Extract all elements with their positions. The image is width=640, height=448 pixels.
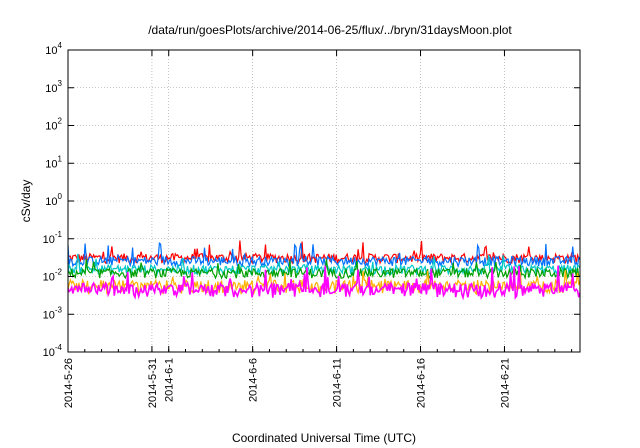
x-tick-label: 2014-6-11: [332, 358, 344, 407]
y-tick-label-base: 10: [43, 309, 55, 321]
y-tick-label-exponent: 0: [58, 192, 63, 201]
x-tick-label: 2014-5-31: [147, 358, 159, 408]
y-tick-label-base: 10: [45, 121, 57, 133]
x-tick-label: 2014-6-21: [499, 358, 511, 408]
y-tick-label-base: 10: [43, 347, 55, 359]
y-tick-label: 100: [45, 192, 62, 208]
y-tick-label-base: 10: [45, 196, 57, 208]
y-tick-label-exponent: 1: [58, 154, 63, 163]
y-tick-label-base: 10: [43, 272, 55, 284]
y-tick-label: 102: [45, 117, 62, 133]
chart-title: /data/run/goesPlots/archive/2014-06-25/f…: [148, 23, 512, 37]
y-tick-label: 10-3: [43, 305, 63, 321]
series-line: [67, 258, 581, 280]
y-tick-label: 10-1: [43, 230, 63, 246]
y-tick-label: 103: [45, 79, 62, 95]
y-tick-label: 10-4: [43, 343, 63, 359]
y-tick-label-exponent: -2: [55, 268, 63, 277]
x-axis: 2014-5-26 2014-5-31 2014-6-1 2014-6-6 2014-6…: [63, 50, 573, 408]
y-tick-label-base: 10: [45, 45, 57, 57]
series-lines: [67, 240, 581, 301]
y-tick-label-exponent: 2: [58, 117, 63, 126]
x-tick-label: 2014-5-26: [63, 358, 75, 408]
y-tick-label: 104: [45, 41, 62, 57]
series-line: [67, 240, 581, 266]
x-tick-label: 2014-6-16: [416, 358, 428, 408]
y-tick-label: 10-2: [43, 268, 63, 284]
x-tick-label: 2014-6-6: [248, 358, 260, 402]
grid: [67, 50, 580, 352]
y-tick-label-exponent: 4: [58, 41, 63, 50]
y-tick-label-base: 10: [45, 158, 57, 170]
y-tick-label: 101: [45, 154, 62, 170]
y-tick-label-base: 10: [43, 234, 55, 246]
x-axis-label: Coordinated Universal Time (UTC): [232, 431, 416, 445]
y-tick-label-exponent: -4: [55, 343, 63, 352]
x-tick-label: 2014-6-1: [164, 358, 176, 402]
y-tick-label-exponent: 3: [58, 79, 63, 88]
y-tick-label-base: 10: [45, 83, 57, 95]
y-axis-label: cSv/day: [19, 180, 33, 223]
series-line: [67, 265, 581, 301]
y-tick-label-exponent: -3: [55, 305, 63, 314]
y-tick-label-exponent: -1: [55, 230, 63, 239]
